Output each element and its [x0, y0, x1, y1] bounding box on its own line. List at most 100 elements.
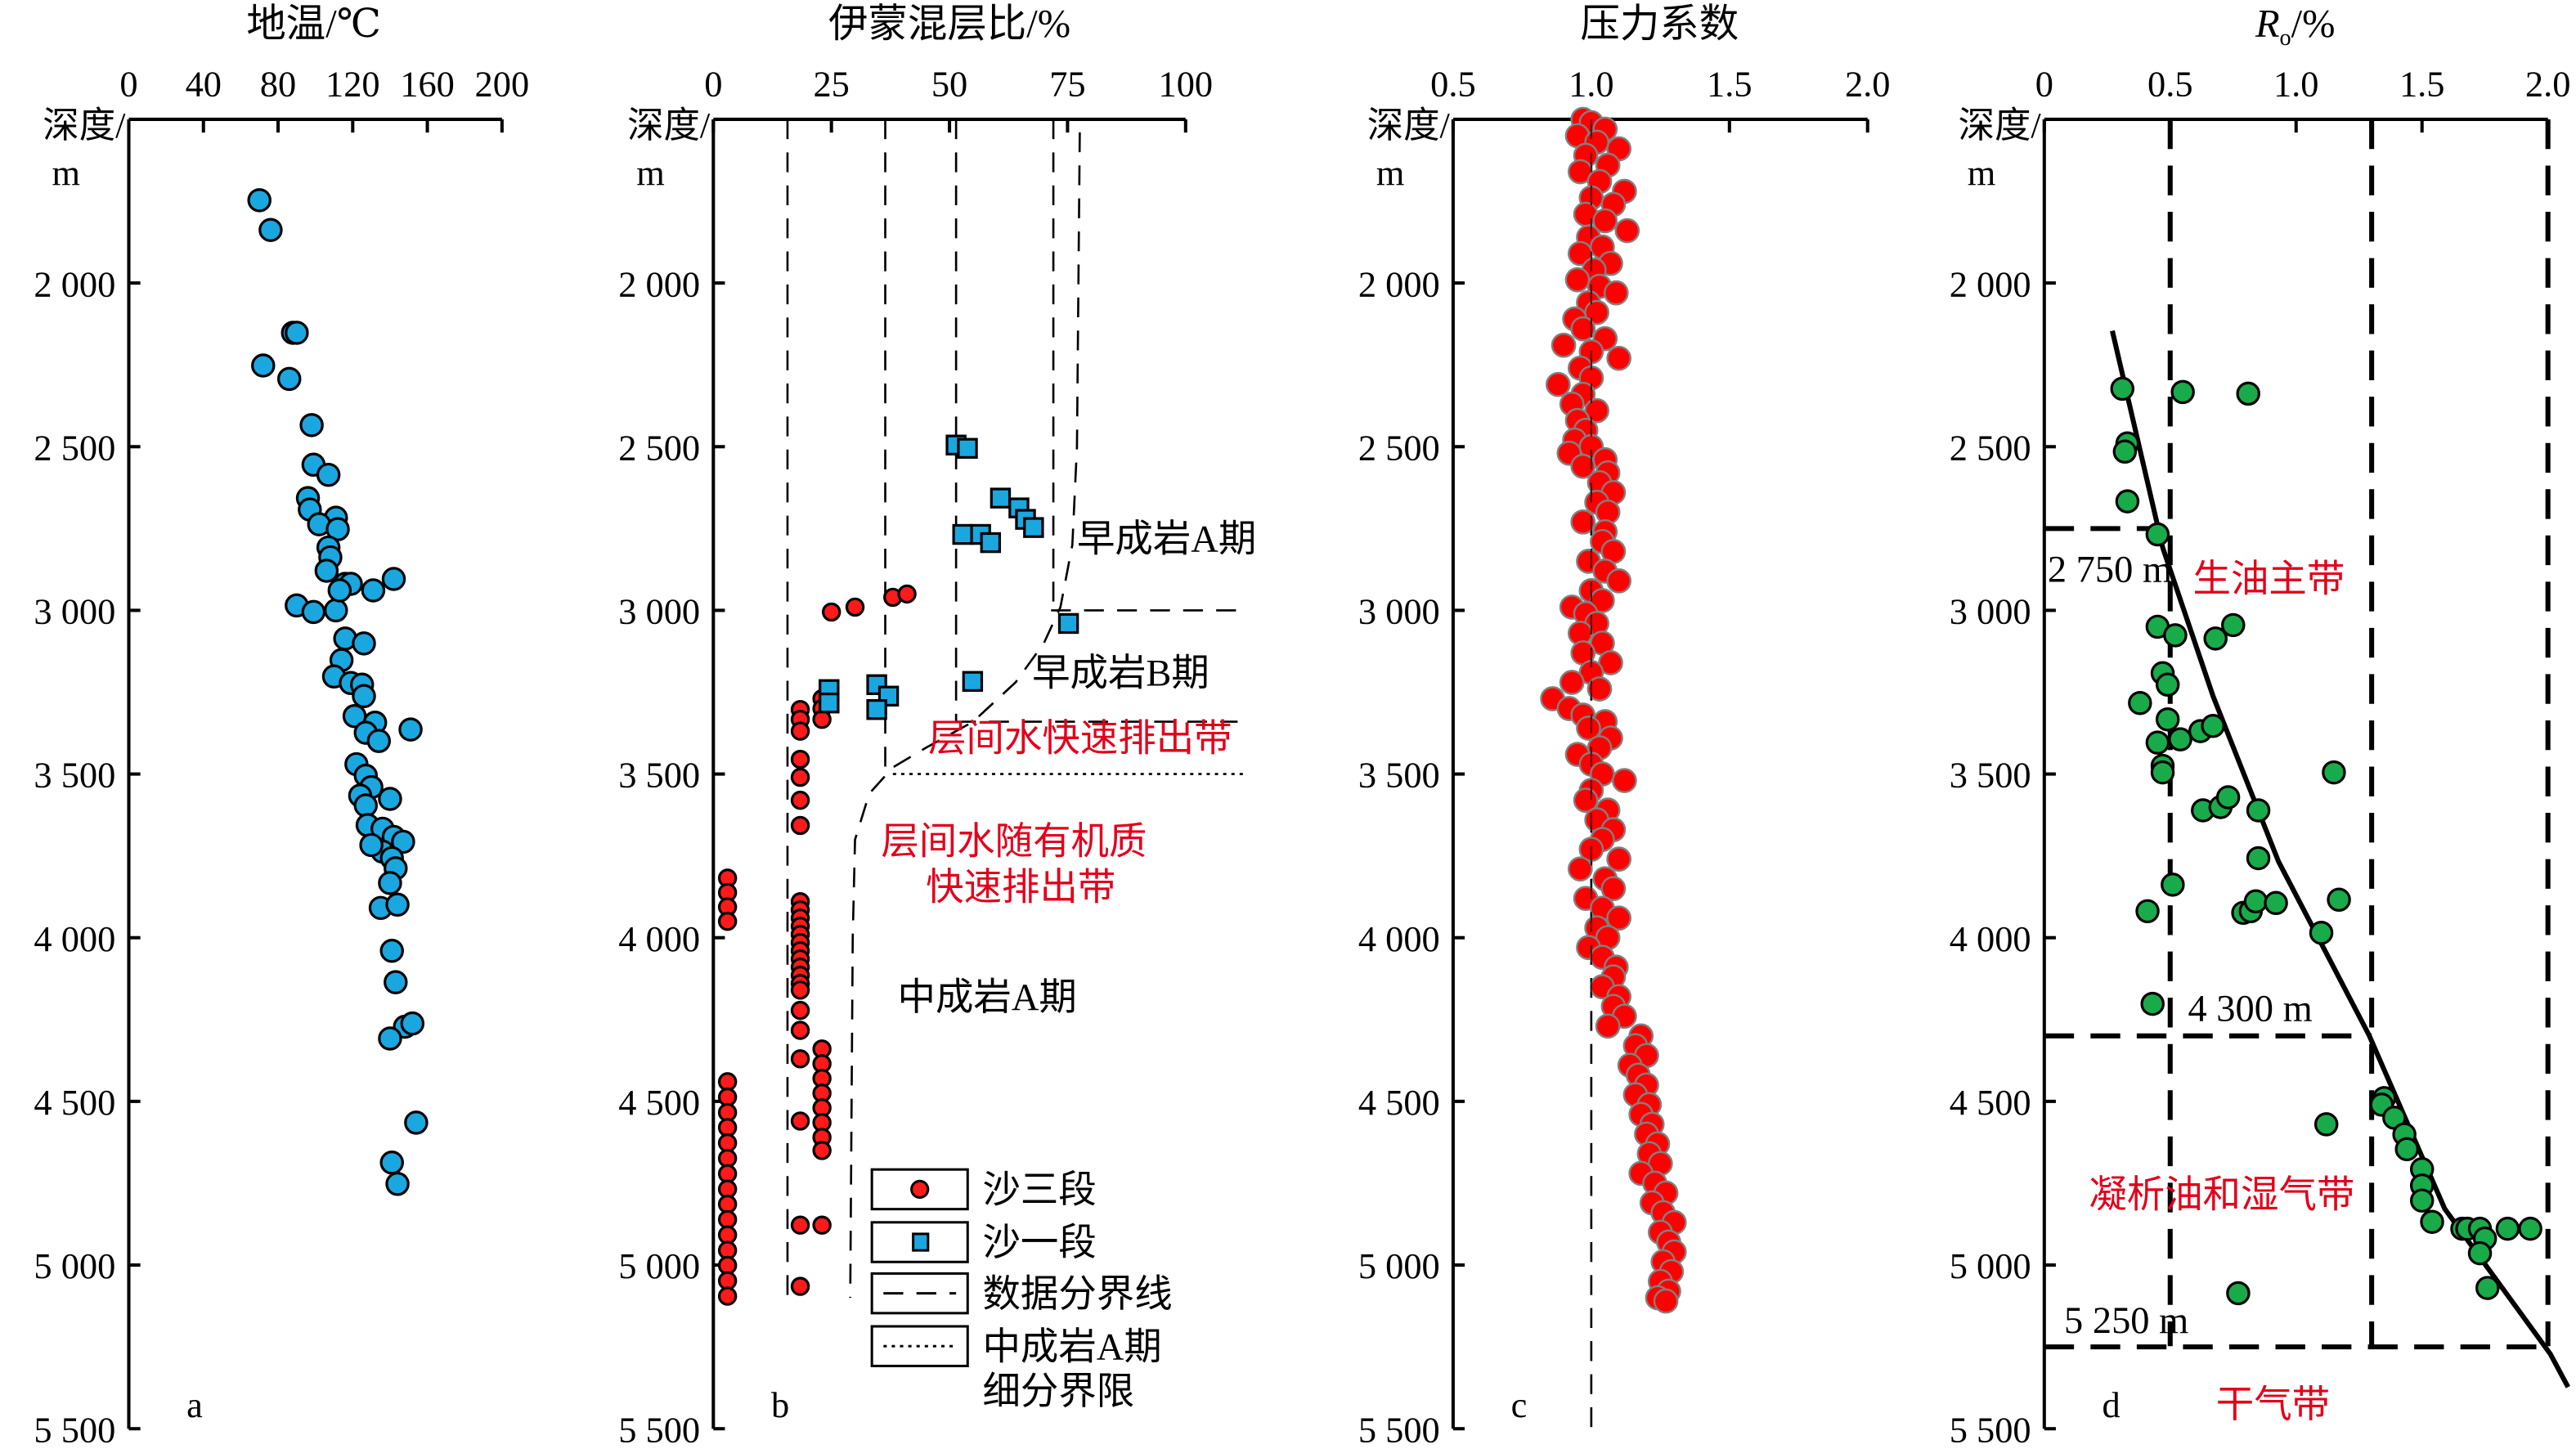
es3-point	[897, 584, 917, 604]
temperature-point	[361, 578, 386, 603]
es3-point	[845, 597, 865, 617]
pressure-point	[1600, 876, 1627, 902]
ro-point	[2221, 612, 2246, 638]
y-tick-label: 3 500	[618, 755, 700, 796]
x-tick-label: 0.5	[1430, 64, 1476, 105]
x-tick-label: 50	[931, 64, 967, 105]
temperature-point	[379, 1151, 404, 1175]
es3-point	[717, 1225, 738, 1245]
y-tick-label: 5 000	[1358, 1245, 1440, 1286]
zone-annotation: 层间水随有机质	[881, 822, 1147, 864]
es1-point	[990, 487, 1012, 509]
panel-b: 0 25 50 75 100 2 000 2 500 3 000 3 500 4 000 4 500…	[618, 64, 1256, 1449]
y-tick-label: 2 500	[1950, 427, 2031, 468]
ro-point	[2243, 889, 2269, 914]
ro-point	[2394, 1137, 2419, 1162]
es1-point	[819, 692, 840, 714]
y-tick-label: 3 000	[34, 591, 115, 632]
es1-point	[962, 671, 984, 693]
temperature-point	[381, 567, 406, 591]
y-tick-label: 4 000	[34, 918, 115, 959]
es3-point	[717, 1209, 738, 1230]
temperature-point	[314, 559, 339, 583]
temperature-point	[316, 462, 341, 487]
x-tick-label: 2.0	[1845, 64, 1891, 105]
temperature-point	[324, 598, 348, 623]
temperature-point	[391, 829, 415, 855]
y-axis-unit: m	[1968, 153, 1996, 194]
y-tick-label: 3 500	[34, 755, 115, 796]
zone-annotation: 早成岩B期	[1032, 653, 1209, 694]
y-axis-label: 深度/	[1367, 105, 1451, 146]
ro-point	[2313, 1112, 2339, 1137]
es1-point	[952, 523, 973, 545]
pressure-point	[1592, 208, 1618, 234]
temperature-point	[398, 717, 423, 742]
temperature-point	[327, 578, 352, 603]
y-axis-unit: m	[636, 153, 665, 194]
pressure-point	[1614, 218, 1640, 244]
es3-point	[790, 1049, 810, 1069]
es1-point	[980, 532, 1002, 554]
legend-label-es3: 沙三段	[982, 1170, 1096, 1212]
ro-point	[2309, 920, 2334, 945]
legend-box-es3	[870, 1168, 969, 1211]
ro-point	[2226, 1281, 2251, 1306]
x-tick-label: 200	[475, 64, 530, 105]
pressure-point	[1603, 280, 1629, 306]
temperature-point	[385, 892, 410, 917]
es3-point	[812, 1141, 832, 1160]
panel-label: a	[186, 1384, 203, 1425]
y-tick-label: 4 500	[618, 1082, 700, 1123]
es3-point	[812, 1215, 832, 1235]
zone-annotation: 中成岩A期	[898, 977, 1077, 1019]
panel-label: d	[2102, 1384, 2120, 1425]
ro-point	[2145, 730, 2170, 755]
y-tick-label: 5 000	[34, 1245, 115, 1286]
y-tick-label: 3 500	[1950, 755, 2031, 796]
y-tick-label: 5 000	[618, 1245, 700, 1286]
es3-point	[790, 1276, 810, 1296]
es1-point	[1023, 517, 1044, 538]
data-boundary-line	[849, 132, 1081, 1299]
es1-point	[1057, 612, 1079, 635]
temperature-point	[353, 793, 379, 818]
ro-point	[2110, 376, 2135, 402]
temperature-point	[352, 631, 376, 656]
ro-point	[2203, 626, 2228, 651]
ro-point	[2170, 379, 2195, 405]
x-tick-label: 1.5	[2399, 64, 2445, 105]
panel-label: c	[1511, 1384, 1528, 1425]
ro-point	[2145, 522, 2170, 547]
ro-point	[2140, 991, 2165, 1016]
temperature-point	[352, 684, 376, 709]
y-tick-label: 2 500	[34, 427, 115, 468]
legend: 沙三段 沙一段 数据分界线 中成岩A期 细分界限	[870, 1168, 1173, 1413]
pressure-point	[1545, 371, 1571, 397]
x-tick-label: 0.5	[2147, 64, 2193, 105]
legend-label-dotted-1: 中成岩A期	[982, 1326, 1161, 1368]
legend-marker-es3	[910, 1179, 930, 1200]
x-tick-label: 25	[813, 64, 849, 105]
ro-point	[2495, 1216, 2520, 1241]
temperature-point	[378, 871, 402, 895]
x-tick-label: 1.0	[2273, 64, 2319, 105]
x-tick-label: 0	[119, 64, 137, 105]
temperature-point	[378, 1026, 402, 1051]
ro-point	[2161, 873, 2185, 897]
pressure-point	[1576, 716, 1601, 741]
ro-point	[2135, 899, 2160, 924]
es3-point	[790, 1111, 810, 1131]
y-tick-label: 3 000	[618, 591, 700, 632]
y-axis-unit: m	[52, 153, 80, 194]
es3-point	[790, 980, 810, 1000]
y-tick-label: 4 500	[1358, 1082, 1440, 1123]
pressure-point	[1595, 1013, 1621, 1039]
es3-point	[790, 815, 810, 836]
ro-point	[2168, 727, 2192, 751]
panel-d: 0 0.5 1.0 1.5 2.0 2 000 2 500 3 000 3 500 4 000 4 …	[1950, 64, 2571, 1449]
temperature-point	[276, 366, 302, 392]
title-tail: /%	[2291, 2, 2336, 46]
es1-point	[866, 698, 887, 720]
x-tick-label: 0	[704, 64, 722, 105]
